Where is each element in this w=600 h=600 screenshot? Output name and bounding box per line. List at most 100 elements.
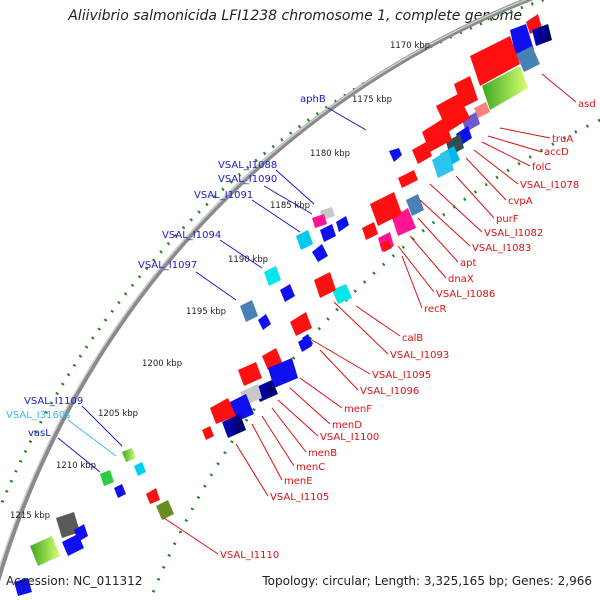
- gene-label-reverse[interactable]: cvpA: [508, 196, 533, 207]
- gene-VSAL_I1082[interactable]: [398, 170, 418, 188]
- leader-line: [355, 305, 401, 337]
- gene-purF[interactable]: [422, 118, 452, 152]
- gene-VSAL_I1105[interactable]: [222, 414, 246, 438]
- gene-block-8[interactable]: [56, 512, 80, 538]
- gene-block-4[interactable]: [280, 284, 295, 302]
- gene-VSAL_I1093[interactable]: [314, 272, 336, 298]
- gene-VSAL_I1083[interactable]: [406, 194, 424, 216]
- gene-label-reverse[interactable]: apt: [460, 258, 476, 269]
- gene-label-forward[interactable]: VSAL_I1097: [138, 260, 197, 271]
- gene-label-reverse[interactable]: VSAL_I1082: [484, 228, 543, 239]
- gene-block-22[interactable]: [380, 240, 392, 252]
- gene-label-reverse[interactable]: asd: [578, 99, 596, 110]
- leader-line: [541, 73, 577, 103]
- inner-genes-top: [412, 14, 552, 178]
- gene-label-reverse[interactable]: menF: [344, 404, 372, 415]
- gene-label-reverse[interactable]: VSAL_I1105: [270, 492, 329, 503]
- gene-label-forward[interactable]: VSAL_I1109: [24, 396, 83, 407]
- gene-dnaX[interactable]: [370, 192, 402, 226]
- gene-label-reverse[interactable]: VSAL_I1086: [436, 289, 495, 300]
- leader-line: [219, 239, 263, 269]
- leader-line: [263, 185, 313, 215]
- kbp-labels: 1170 kbp 1175 kbp 1180 kbp 1185 kbp 1190 kbp…: [10, 41, 430, 521]
- gene-recR[interactable]: [362, 222, 378, 240]
- gene-block-17[interactable]: [482, 66, 528, 110]
- gene-label-reverse[interactable]: VSAL_I1083: [472, 243, 531, 254]
- gene-label-reverse[interactable]: recR: [424, 304, 447, 315]
- leader-line: [499, 127, 551, 139]
- gene-block-1[interactable]: [336, 216, 349, 232]
- gene-label-reverse[interactable]: folC: [532, 162, 551, 173]
- gene-label-reverse[interactable]: purF: [496, 214, 519, 225]
- gene-block-5[interactable]: [258, 314, 271, 330]
- gene-label-forward[interactable]: vasL: [28, 428, 51, 439]
- gene-VSAL_I1094[interactable]: [264, 266, 281, 286]
- kbp-label: 1170 kbp: [390, 41, 430, 51]
- leader-line: [401, 255, 423, 309]
- leader-line: [251, 423, 283, 481]
- gene-block-24[interactable]: [202, 426, 214, 440]
- gene-block-20[interactable]: [432, 150, 454, 178]
- gene-calB[interactable]: [332, 284, 352, 304]
- gene-label-reverse[interactable]: dnaX: [448, 274, 474, 285]
- gene-label-reverse[interactable]: VSAL_I1096: [360, 386, 419, 397]
- leader-line: [81, 405, 123, 447]
- leader-line: [333, 301, 389, 355]
- gene-label-reverse[interactable]: truA: [552, 134, 573, 145]
- leader-line: [487, 135, 543, 153]
- gene-label-reverse[interactable]: menB: [308, 448, 337, 459]
- gene-aphB[interactable]: [389, 148, 402, 162]
- gene-label-reverse[interactable]: VSAL_I1078: [520, 180, 579, 191]
- gene-block-21[interactable]: [412, 142, 432, 164]
- gene-label-reverse[interactable]: VSAL_I1110: [220, 550, 279, 561]
- gene-label-reverse[interactable]: menD: [332, 420, 362, 431]
- gene-label-forward[interactable]: aphB: [300, 94, 326, 105]
- gene-VSAL_I1109[interactable]: [122, 448, 136, 462]
- gene-label-reverse[interactable]: accD: [544, 147, 569, 158]
- gene-accD[interactable]: [474, 102, 490, 118]
- leader-line: [195, 271, 237, 301]
- gene-VSAL_I1095[interactable]: [290, 312, 312, 336]
- gene-vasL[interactable]: [100, 470, 114, 486]
- gene-menB[interactable]: [238, 362, 262, 386]
- gene-block-23[interactable]: [210, 398, 236, 424]
- gene-label-forward[interactable]: VSAL_I1088: [218, 160, 277, 171]
- kbp-label: 1195 kbp: [186, 307, 226, 317]
- gene-block-9[interactable]: [30, 536, 60, 566]
- gene-block-16[interactable]: [470, 36, 520, 86]
- gene-label-forward[interactable]: VSAL_I1094: [162, 230, 221, 241]
- gene-block-3[interactable]: [312, 244, 328, 262]
- gene-label-reverse[interactable]: menC: [296, 462, 325, 473]
- leader-line: [465, 157, 507, 201]
- leader-line: [419, 199, 471, 247]
- gene-block-15[interactable]: [516, 46, 540, 72]
- gene-VSAL_I1110[interactable]: [146, 488, 160, 504]
- leader-line: [261, 415, 295, 467]
- gene-label-reverse[interactable]: VSAL_I1100: [320, 432, 379, 443]
- gene-label-forward[interactable]: VSAL_I1090: [218, 174, 277, 185]
- kbp-label: 1200 kbp: [142, 359, 182, 369]
- gene-block-11[interactable]: [74, 524, 88, 542]
- gene-label-forward[interactable]: VSAL_I3160s: [6, 410, 70, 421]
- gene-block-7[interactable]: [114, 484, 126, 498]
- gene-menD[interactable]: [268, 358, 298, 388]
- gene-label-reverse[interactable]: calB: [402, 333, 423, 344]
- gene-label-reverse[interactable]: VSAL_I1095: [372, 370, 431, 381]
- gene-block-25[interactable]: [156, 500, 174, 520]
- gene-block-13[interactable]: [532, 24, 552, 46]
- leader-line: [299, 377, 343, 409]
- gene-label-reverse[interactable]: menE: [284, 476, 313, 487]
- gene-block-12[interactable]: [14, 578, 32, 596]
- gene-VSAL_I1091[interactable]: [296, 230, 313, 250]
- gene-label-reverse[interactable]: VSAL_I1093: [390, 350, 449, 361]
- gene-VSAL_I1097[interactable]: [240, 300, 258, 322]
- gene-block-2[interactable]: [320, 224, 336, 242]
- gene-VSAL_I3160s[interactable]: [134, 462, 146, 476]
- leader-line: [327, 107, 367, 131]
- kbp-label: 1185 kbp: [270, 201, 310, 211]
- gene-label-forward[interactable]: VSAL_I1091: [194, 190, 253, 201]
- gene-VSAL_I1090[interactable]: [312, 214, 327, 228]
- kbp-label: 1175 kbp: [352, 95, 392, 105]
- gene-VSAL_I1096[interactable]: [298, 336, 312, 352]
